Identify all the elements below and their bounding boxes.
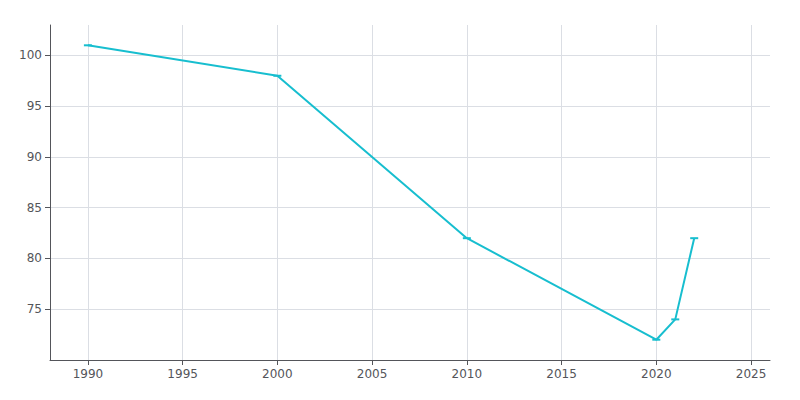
svg-text:90: 90 [27, 150, 42, 164]
svg-text:2015: 2015 [546, 367, 577, 381]
svg-text:1990: 1990 [73, 367, 104, 381]
svg-text:95: 95 [27, 99, 42, 113]
svg-text:100: 100 [19, 48, 42, 62]
svg-text:85: 85 [27, 201, 42, 215]
svg-text:2010: 2010 [452, 367, 483, 381]
svg-text:2000: 2000 [262, 367, 293, 381]
svg-text:2005: 2005 [357, 367, 388, 381]
svg-text:80: 80 [27, 251, 42, 265]
svg-text:2020: 2020 [641, 367, 672, 381]
svg-text:1995: 1995 [167, 367, 198, 381]
svg-text:75: 75 [27, 302, 42, 316]
svg-text:2025: 2025 [736, 367, 767, 381]
